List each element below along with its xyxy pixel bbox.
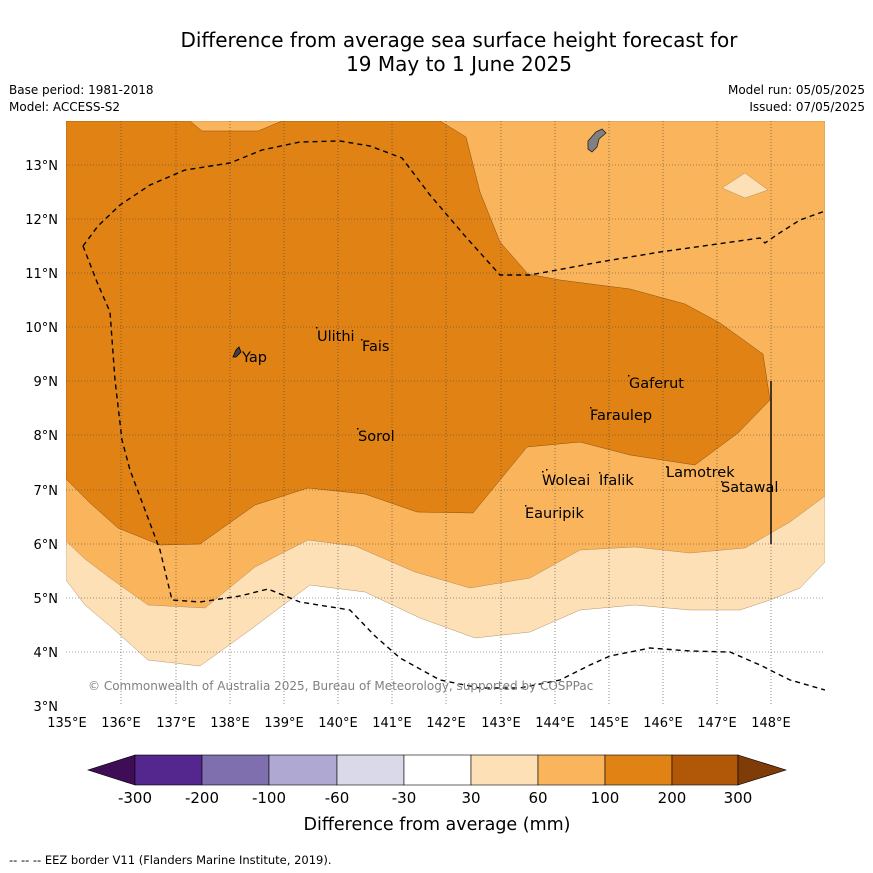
copyright-notice: © Commonwealth of Australia 2025, Bureau… [88,679,593,693]
guam-island [587,128,607,153]
lat-tick-label: 9°N [34,375,59,390]
colorbar-tick-label: -300 [118,789,152,807]
colorbar-tick-label: 200 [658,789,687,807]
lat-tick-label: 7°N [34,484,59,499]
colorbar-segment [671,754,739,786]
lat-tick-label: 4°N [34,646,59,661]
lon-tick-label: 140°E [318,716,358,731]
place-label-lamotrek: Lamotrek [666,465,735,481]
lon-tick-label: 136°E [101,716,141,731]
chart-title-line1: Difference from average sea surface heig… [180,28,738,52]
anomaly-region-100-200 [66,121,771,546]
lon-tick-label: 147°E [697,716,737,731]
colorbar-title: Difference from average (mm) [303,815,570,835]
place-label-sorol: Sorol [358,429,395,445]
place-label-gaferut: Gaferut [629,376,684,392]
place-label-faraulep: Faraulep [590,408,652,424]
lat-tick-label: 6°N [34,538,59,553]
lat-tick-label: 3°N [34,700,59,715]
colorbar-tick-label: 30 [461,789,480,807]
colorbar-tick-label: 300 [724,789,753,807]
graticule [66,121,825,706]
lon-tick-label: 143°E [481,716,521,731]
lat-tick-label: 5°N [34,592,59,607]
place-label-fais: Fais [362,339,389,355]
colorbar-segment [336,754,405,786]
lon-tick-label: 142°E [426,716,466,731]
colorbar-tick-label: -60 [325,789,350,807]
colorbar-tick-label: -200 [185,789,219,807]
lat-tick-label: 11°N [25,267,58,282]
colorbar [87,754,788,786]
colorbar-extend-low [87,754,136,786]
issued-date: Issued: 07/05/2025 [749,100,865,114]
colorbar-tick-label: -30 [392,789,417,807]
lon-tick-label: 138°E [210,716,250,731]
lon-tick-label: 137°E [156,716,196,731]
forecast-map: Yap Ulithi Fais Sorol Gaferut Faraulep W… [66,121,825,706]
lon-tick-label: 139°E [264,716,304,731]
model-run-date: Model run: 05/05/2025 [727,83,865,97]
colorbar-segment [604,754,673,786]
place-label-satawal: Satawal [721,480,778,496]
eez-legend-footnote: -- -- -- EEZ border V11 (Flanders Marine… [9,853,332,867]
lat-tick-label: 12°N [25,213,58,228]
colorbar-segment [134,754,203,786]
yap-island [232,346,242,358]
place-label-ifalik: Ifalik [599,473,634,489]
anomaly-region-light-patch [721,172,769,199]
lon-tick-label: 146°E [643,716,683,731]
colorbar-tick-label: 60 [528,789,547,807]
lat-tick-label: 13°N [25,159,58,174]
model-name: Model: ACCESS-S2 [9,100,121,114]
colorbar-segment [201,754,270,786]
place-label-woleai: Woleai [542,473,590,489]
place-label-yap: Yap [241,350,267,366]
lon-tick-label: 145°E [589,716,629,731]
place-label-eauripik: Eauripik [525,506,584,522]
colorbar-extend-high [737,754,788,786]
colorbar-segment [268,754,338,786]
eez-border [82,140,825,691]
chart-title-line2: 19 May to 1 June 2025 [346,52,572,76]
lon-tick-label: 144°E [535,716,575,731]
lon-tick-label: 148°E [751,716,791,731]
lon-tick-label: 141°E [372,716,412,731]
lat-tick-label: 8°N [34,429,59,444]
lat-tick-label: 10°N [25,321,58,336]
colorbar-tick-label: -100 [252,789,286,807]
base-period: Base period: 1981-2018 [9,83,154,97]
colorbar-segment [403,754,472,786]
colorbar-segment [470,754,539,786]
lon-tick-label: 135°E [47,716,87,731]
colorbar-segment [537,754,606,786]
atoll-markers [316,327,723,507]
colorbar-tick-label: 100 [591,789,620,807]
place-label-ulithi: Ulithi [317,329,355,345]
